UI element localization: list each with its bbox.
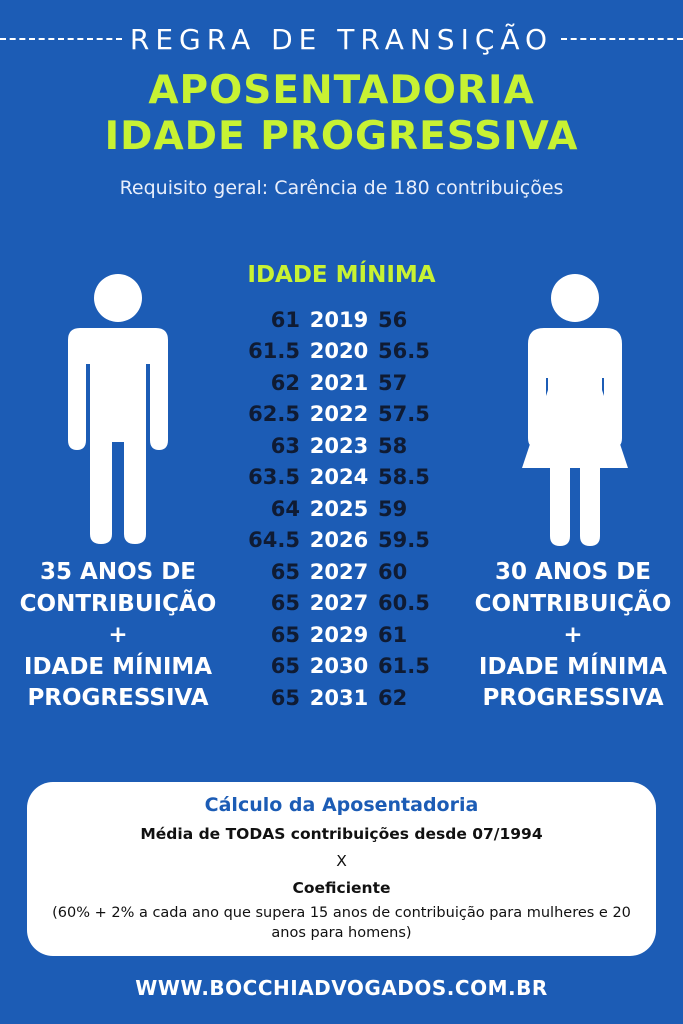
women-line4: IDADE MÍNIMA xyxy=(478,653,668,680)
calculation-average: Média de TODAS contribuições desde 07/19… xyxy=(140,825,543,843)
year-cell: 2019 xyxy=(309,307,369,332)
women-age-cell: 58 xyxy=(378,433,408,458)
table-row: 63.5 2024 58.5 xyxy=(240,462,450,494)
table-heading: IDADE MÍNIMA xyxy=(247,262,436,288)
year-cell: 2022 xyxy=(309,402,369,427)
kicker-row: REGRA DE TRANSIÇÃO xyxy=(0,22,683,56)
men-age-cell: 65 xyxy=(270,591,300,616)
women-requirement: 30 ANOS DE CONTRIBUIÇÃO + IDADE MÍNIMA P… xyxy=(463,557,683,715)
women-line2: CONTRIBUIÇÃO xyxy=(474,590,672,617)
table-row: 65 2029 61 xyxy=(240,619,450,651)
women-age-cell: 56 xyxy=(378,307,408,332)
table-row: 64.5 2026 59.5 xyxy=(240,525,450,557)
table-row: 64 2025 59 xyxy=(240,493,450,525)
men-age-cell: 65 xyxy=(270,685,300,710)
men-age-cell: 63 xyxy=(270,433,300,458)
man-icon xyxy=(68,274,168,544)
calculation-times: X xyxy=(336,852,347,870)
women-age-cell: 61.5 xyxy=(378,654,430,679)
table-row: 62 2021 57 xyxy=(240,367,450,399)
men-age-cell: 65 xyxy=(270,622,300,647)
calculation-coefficient: Coeficiente xyxy=(292,879,391,897)
women-age-cell: 59.5 xyxy=(378,528,430,553)
table-row: 61.5 2020 56.5 xyxy=(240,336,450,368)
women-line1: 30 ANOS DE xyxy=(495,559,651,585)
year-cell: 2027 xyxy=(309,591,369,616)
women-age-cell: 57 xyxy=(378,370,408,395)
women-line3: + xyxy=(563,622,583,648)
men-line5: PROGRESSIVA xyxy=(27,685,209,711)
year-cell: 2029 xyxy=(309,622,369,647)
table-row: 65 2031 62 xyxy=(240,682,450,714)
men-line4: IDADE MÍNIMA xyxy=(23,653,213,680)
men-line2: CONTRIBUIÇÃO xyxy=(19,590,217,617)
main-title-line1: APOSENTADORIA xyxy=(148,68,535,113)
men-line1: 35 ANOS DE xyxy=(40,559,196,585)
men-age-cell: 62 xyxy=(270,370,300,395)
table-row: 62.5 2022 57.5 xyxy=(240,399,450,431)
year-cell: 2023 xyxy=(309,433,369,458)
men-requirement: 35 ANOS DE CONTRIBUIÇÃO + IDADE MÍNIMA P… xyxy=(8,557,228,715)
men-age-cell: 61 xyxy=(270,307,300,332)
women-age-cell: 57.5 xyxy=(378,402,430,427)
table-row: 65 2027 60 xyxy=(240,556,450,588)
year-cell: 2021 xyxy=(309,370,369,395)
age-table: 61 2019 56 61.5 2020 56.5 62 2021 57 62.5 2022 57.5… xyxy=(240,304,450,714)
table-row: 65 2027 60.5 xyxy=(240,588,450,620)
table-row: 65 2030 61.5 xyxy=(240,651,450,683)
men-age-cell: 63.5 xyxy=(248,465,300,490)
men-age-cell: 64 xyxy=(270,496,300,521)
men-age-cell: 61.5 xyxy=(248,339,300,364)
women-age-cell: 58.5 xyxy=(378,465,430,490)
woman-icon xyxy=(522,274,628,546)
year-cell: 2031 xyxy=(309,685,369,710)
women-age-cell: 62 xyxy=(378,685,408,710)
main-title-line2: IDADE PROGRESSIVA xyxy=(104,114,579,159)
men-age-cell: 64.5 xyxy=(248,528,300,553)
women-line5: PROGRESSIVA xyxy=(482,685,664,711)
year-cell: 2024 xyxy=(309,465,369,490)
year-cell: 2020 xyxy=(309,339,369,364)
calculation-card: Cálculo da Aposentadoria Média de TODAS … xyxy=(27,782,656,956)
women-age-cell: 60 xyxy=(378,559,408,584)
men-age-cell: 65 xyxy=(270,559,300,584)
women-age-cell: 61 xyxy=(378,622,408,647)
men-age-cell: 65 xyxy=(270,654,300,679)
year-cell: 2030 xyxy=(309,654,369,679)
women-age-cell: 60.5 xyxy=(378,591,430,616)
men-line3: + xyxy=(108,622,128,648)
kicker-text: REGRA DE TRANSIÇÃO xyxy=(129,22,554,56)
website-url[interactable]: WWW.BOCCHIADVOGADOS.COM.BR xyxy=(135,976,548,1000)
calculation-title: Cálculo da Aposentadoria xyxy=(204,794,479,816)
dashed-divider-right xyxy=(561,38,683,40)
table-row: 63 2023 58 xyxy=(240,430,450,462)
year-cell: 2026 xyxy=(309,528,369,553)
year-cell: 2025 xyxy=(309,496,369,521)
women-age-cell: 59 xyxy=(378,496,408,521)
general-requirement: Requisito geral: Carência de 180 contrib… xyxy=(119,177,564,199)
year-cell: 2027 xyxy=(309,559,369,584)
table-row: 61 2019 56 xyxy=(240,304,450,336)
calculation-note: (60% + 2% a cada ano que supera 15 anos … xyxy=(52,905,631,941)
men-age-cell: 62.5 xyxy=(248,402,300,427)
dashed-divider-left xyxy=(0,38,122,40)
women-age-cell: 56.5 xyxy=(378,339,430,364)
